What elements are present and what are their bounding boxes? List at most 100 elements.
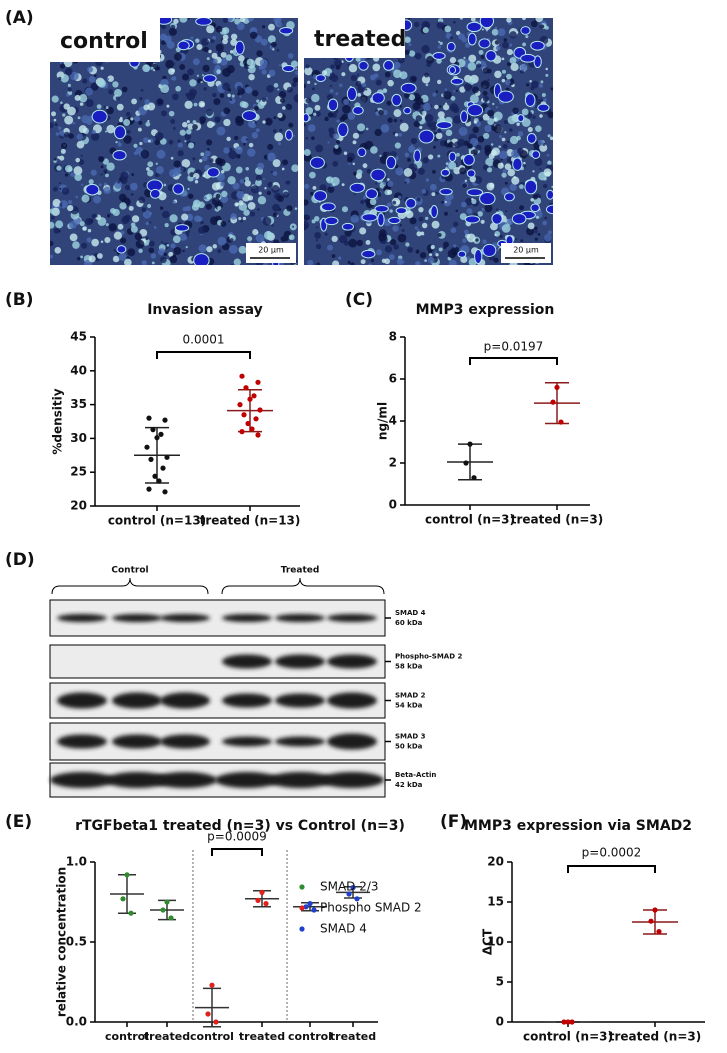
cell: [444, 25, 452, 33]
cell: [260, 38, 268, 46]
cell: [506, 140, 510, 143]
cell: [81, 242, 88, 249]
cell: [443, 246, 447, 250]
cell: [319, 184, 327, 192]
cell: [271, 185, 280, 194]
cell: [168, 68, 175, 75]
cell: [154, 172, 160, 178]
cell: [171, 93, 179, 101]
cell: [516, 122, 520, 127]
cell: [161, 241, 164, 244]
cell: [348, 238, 358, 248]
cell: [288, 122, 294, 128]
cell: [142, 210, 152, 219]
cell: [138, 120, 143, 125]
y-tick-label: 0: [496, 1015, 504, 1029]
cell: [88, 255, 96, 263]
cell: [350, 262, 355, 265]
cell: [198, 100, 206, 108]
cell: [204, 150, 211, 157]
cell: [155, 162, 158, 165]
cell: [252, 229, 259, 236]
cell: [373, 65, 377, 69]
cell: [75, 195, 79, 199]
cell: [305, 97, 311, 104]
stained-cell: [511, 213, 527, 225]
data-point: [154, 435, 160, 441]
cell: [206, 193, 213, 200]
cell: [255, 128, 260, 133]
cell: [60, 73, 69, 83]
cell: [502, 41, 509, 49]
cell: [453, 21, 456, 24]
cell: [59, 130, 65, 136]
cell: [341, 72, 346, 77]
cell: [267, 143, 274, 151]
cell: [309, 191, 314, 196]
cell: [205, 108, 213, 117]
cell: [234, 135, 239, 141]
cell: [292, 225, 295, 228]
cell: [388, 254, 395, 260]
cell: [248, 142, 254, 148]
cell: [222, 82, 231, 91]
cell: [245, 138, 249, 141]
band: [105, 772, 169, 788]
stained-cell: [112, 149, 127, 161]
cell: [499, 234, 503, 239]
cell: [370, 258, 375, 263]
cell: [140, 88, 144, 92]
cell: [106, 162, 115, 171]
cell: [235, 202, 239, 206]
stained-cell: [279, 26, 294, 35]
cell: [543, 177, 547, 181]
cell: [107, 214, 110, 218]
cell: [228, 150, 238, 160]
cell: [272, 203, 280, 212]
cell: [149, 221, 152, 224]
cell: [490, 143, 494, 146]
cell: [206, 25, 215, 34]
cell: [534, 157, 543, 167]
cell: [236, 22, 245, 31]
cell: [466, 208, 473, 215]
cell: [55, 132, 60, 136]
cell: [365, 88, 368, 91]
cell: [105, 173, 109, 178]
cell: [545, 171, 551, 177]
cell: [537, 232, 541, 236]
cell: [230, 213, 237, 220]
cell: [152, 69, 156, 72]
stained-cell: [195, 18, 212, 26]
stained-cell: [304, 113, 310, 123]
data-point: [239, 429, 245, 435]
y-tick-label: 40: [70, 363, 87, 377]
cell: [464, 42, 471, 48]
cell: [202, 64, 210, 73]
cell: [256, 99, 260, 103]
stained-cell: [545, 204, 553, 215]
cell: [404, 181, 407, 184]
cell: [148, 247, 155, 254]
cell: [50, 240, 54, 247]
stained-cell: [440, 168, 450, 177]
cell: [409, 217, 417, 225]
cell: [532, 115, 536, 119]
cell: [475, 238, 479, 242]
cell: [348, 64, 358, 73]
cell: [98, 183, 102, 187]
stained-cell: [377, 212, 385, 227]
cell: [332, 160, 339, 167]
cell: [515, 31, 519, 34]
cell: [118, 118, 123, 123]
cell: [352, 140, 357, 145]
cell: [470, 18, 476, 22]
cell: [307, 80, 311, 84]
cell: [235, 146, 243, 154]
cell: [246, 148, 256, 157]
cell: [100, 173, 103, 176]
cell: [220, 181, 225, 187]
cell: [106, 77, 110, 81]
cell: [343, 151, 348, 155]
cell: [459, 213, 467, 220]
